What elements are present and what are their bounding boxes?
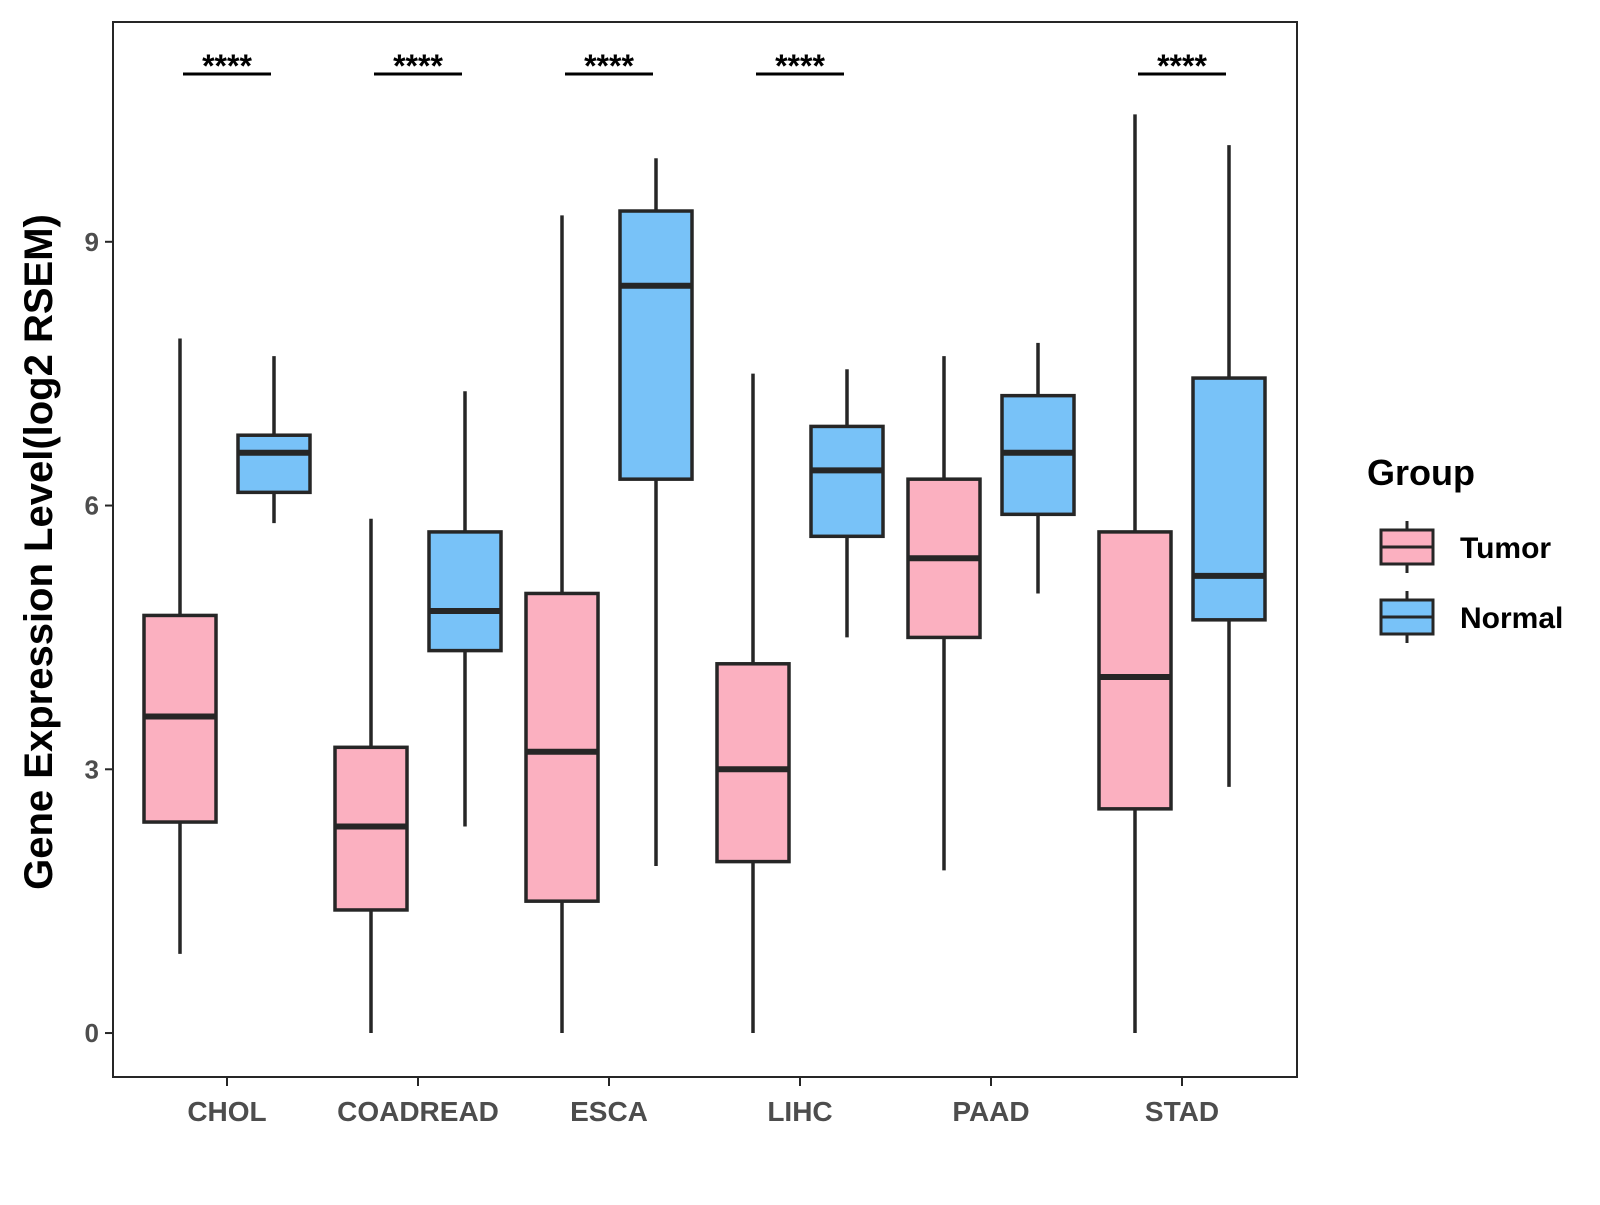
legend-label-tumor: Tumor [1460,532,1551,565]
x-tick-label: STAD [1145,1096,1219,1127]
x-tick-label: COADREAD [337,1096,499,1127]
x-tick-label: LIHC [767,1096,832,1127]
box-iqr [715,662,791,864]
box-tumor-stad [1097,114,1173,1034]
legend-title: Group [1367,452,1475,493]
significance-label: **** [775,48,825,84]
legend-label-normal: Normal [1460,602,1563,635]
plot-panel-border [112,21,1298,1078]
y-tick-label: 0 [85,1018,99,1048]
box-iqr [1097,530,1173,811]
box-iqr [236,433,312,495]
box-tumor-paad [906,356,982,871]
x-tick-label: ESCA [570,1096,648,1127]
box-tumor-lihc [715,373,791,1034]
plot-layer: 0 3 6 9 CHOL **** COADREAD **** ESCA **** LIHC ****… [85,21,1298,1127]
significance-label: **** [202,48,252,84]
box-normal-esca [618,158,694,866]
box-normal-coadread [427,391,503,827]
box-iqr [618,209,694,481]
box-iqr [524,591,600,903]
box-normal-lihc [809,369,885,638]
y-tick-label: 9 [85,227,99,257]
x-tick-label: PAAD [952,1096,1029,1127]
significance-label: **** [393,48,443,84]
legend-key-tumor [1379,521,1435,573]
box-normal-chol [236,356,312,524]
box-tumor-esca [524,215,600,1034]
significance-label: **** [1157,48,1207,84]
box-iqr [809,424,885,539]
legend-key-normal [1379,591,1435,643]
y-axis-title: Gene Expression Level(log2 RSEM) [17,214,61,890]
legend: Group Tumor Normal [1367,452,1563,643]
y-tick-label: 6 [85,491,99,521]
box-normal-stad [1191,145,1267,787]
x-tick-label: CHOL [187,1096,266,1127]
box-tumor-coadread [333,518,409,1034]
box-normal-paad [1000,342,1076,594]
y-tick-label: 3 [85,754,99,784]
significance-label: **** [584,48,634,84]
box-iqr [427,530,503,653]
box-tumor-chol [142,338,218,954]
box-iqr [1191,376,1267,622]
